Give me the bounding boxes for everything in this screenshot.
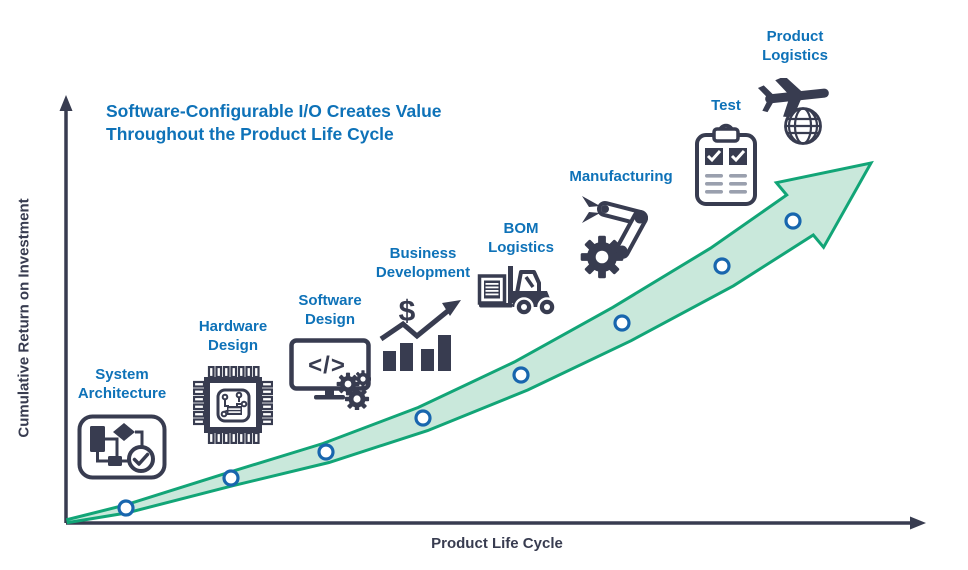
stage-system-architecture: System Architecture bbox=[52, 366, 192, 480]
software-design-icon: </> bbox=[289, 337, 371, 410]
stage-label: Business Development bbox=[375, 245, 471, 281]
manufacturing-icon bbox=[580, 195, 648, 279]
svg-text:$: $ bbox=[399, 295, 416, 328]
stage-label: Hardware Design bbox=[198, 318, 268, 354]
business-development-icon: $ bbox=[379, 295, 461, 371]
stage-product-logistics: Product Logistics bbox=[725, 28, 865, 150]
stage-business-development: Business Development $ bbox=[353, 245, 493, 371]
stage-label: BOM Logistics bbox=[488, 220, 554, 256]
test-icon bbox=[695, 123, 757, 206]
stage-hardware-design: Hardware Design bbox=[163, 318, 303, 444]
stage-label: Software Design bbox=[298, 292, 362, 328]
bom-logistics-icon bbox=[477, 265, 557, 317]
hardware-design-icon bbox=[193, 365, 273, 444]
stage-label: Manufacturing bbox=[569, 168, 673, 185]
y-axis-label: Cumulative Return on Investment bbox=[15, 198, 33, 438]
stage-test: Test bbox=[656, 97, 796, 207]
stage-bom-logistics: BOM Logistics bbox=[451, 220, 591, 317]
chart-title: Software-Configurable I/O Creates Value … bbox=[106, 101, 442, 145]
stage-label: Product Logistics bbox=[762, 28, 828, 64]
svg-text:</>: </> bbox=[308, 352, 346, 379]
stage-label: System Architecture bbox=[77, 366, 167, 402]
stage-software-design: Software Design </> bbox=[260, 292, 400, 410]
system-architecture-icon bbox=[77, 414, 167, 479]
x-axis-label: Product Life Cycle bbox=[431, 535, 563, 552]
product-logistics-icon bbox=[757, 77, 829, 145]
stage-label: Test bbox=[711, 97, 741, 114]
stage-manufacturing: Manufacturing bbox=[551, 168, 691, 279]
